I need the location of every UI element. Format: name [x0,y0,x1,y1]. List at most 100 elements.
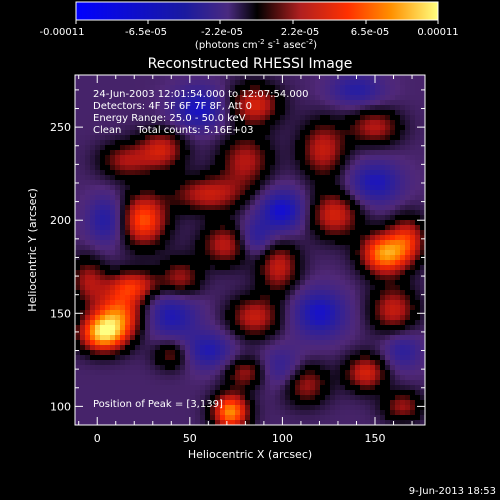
heatmap-cell [375,185,381,191]
heatmap-cell [180,365,186,371]
heatmap-cell [255,320,261,326]
heatmap-cell [340,85,346,91]
heatmap-cell [170,130,176,136]
heatmap-cell [360,90,366,96]
heatmap-cell [420,130,425,136]
heatmap-cell [330,195,336,201]
heatmap-cell [85,80,91,86]
heatmap-cell [110,340,116,346]
heatmap-cell [410,245,416,251]
heatmap-cell [115,175,121,181]
heatmap-cell [420,225,425,231]
heatmap-cell [170,310,176,316]
heatmap-cell [105,300,111,306]
heatmap-cell [145,220,151,226]
heatmap-cell [350,395,356,401]
heatmap-cell [290,160,296,166]
heatmap-cell [400,295,406,301]
heatmap-cell [265,310,271,316]
heatmap-cell [155,155,161,161]
heatmap-cell [375,390,381,396]
heatmap-cell [380,315,386,321]
heatmap-cell [245,185,251,191]
heatmap-cell [250,80,256,86]
heatmap-cell [310,80,316,86]
heatmap-cell [240,270,246,276]
heatmap-cell [240,85,246,91]
heatmap-cell [120,385,126,391]
heatmap-cell [110,295,116,301]
heatmap-cell [200,290,206,296]
heatmap-cell [265,355,271,361]
heatmap-cell [250,395,256,401]
heatmap-cell [290,400,296,406]
heatmap-cell [285,150,291,156]
heatmap-cell [180,190,186,196]
heatmap-cell [300,360,306,366]
heatmap-cell [185,100,191,106]
heatmap-cell [330,155,336,161]
heatmap-cell [230,75,236,81]
heatmap-cell [120,320,126,326]
heatmap-cell [200,160,206,166]
heatmap-cell [175,405,181,411]
heatmap-cell [80,110,86,116]
heatmap-cell [270,300,276,306]
heatmap-cell [160,160,166,166]
heatmap-cell [420,295,425,301]
heatmap-cell [190,330,196,336]
heatmap-cell [220,155,226,161]
heatmap-cell [190,290,196,296]
heatmap-cell [125,370,131,376]
heatmap-cell [195,235,201,241]
heatmap-cell [95,150,101,156]
heatmap-cell [390,90,396,96]
heatmap-cell [375,205,381,211]
heatmap-cell [380,160,386,166]
heatmap-cell [400,370,406,376]
heatmap-cell [90,290,96,296]
heatmap-cell [420,325,425,331]
heatmap-cell [125,420,131,425]
heatmap-cell [105,195,111,201]
heatmap-cell [285,375,291,381]
heatmap-cell [220,305,226,311]
heatmap-cell [330,375,336,381]
heatmap-cell [395,110,401,116]
heatmap-cell [315,80,321,86]
heatmap-cell [310,275,316,281]
heatmap-cell [235,295,241,301]
heatmap-cell [90,330,96,336]
heatmap-cell [345,315,351,321]
heatmap-cell [395,280,401,286]
heatmap-cell [165,330,171,336]
heatmap-cell [355,420,361,425]
heatmap-cell [385,270,391,276]
heatmap-cell [405,400,411,406]
heatmap-cell [400,395,406,401]
heatmap-cell [115,170,121,176]
heatmap-cell [135,170,141,176]
heatmap-cell [170,420,176,425]
heatmap-cell [190,145,196,151]
heatmap-cell [130,155,136,161]
heatmap-cell [145,360,151,366]
heatmap-cell [110,140,116,146]
heatmap-cell [320,235,326,241]
heatmap-cell [150,350,156,356]
heatmap-cell [310,105,316,111]
heatmap-cell [140,205,146,211]
heatmap-cell [120,215,126,221]
heatmap-cell [240,205,246,211]
heatmap-cell [275,320,281,326]
heatmap-cell [410,325,416,331]
heatmap-cell [135,245,141,251]
heatmap-cell [185,245,191,251]
heatmap-cell [110,260,116,266]
heatmap-cell [350,305,356,311]
heatmap-cell [385,110,391,116]
heatmap-cell [185,355,191,361]
heatmap-cell [200,225,206,231]
heatmap-cell [390,80,396,86]
heatmap-cell [295,360,301,366]
